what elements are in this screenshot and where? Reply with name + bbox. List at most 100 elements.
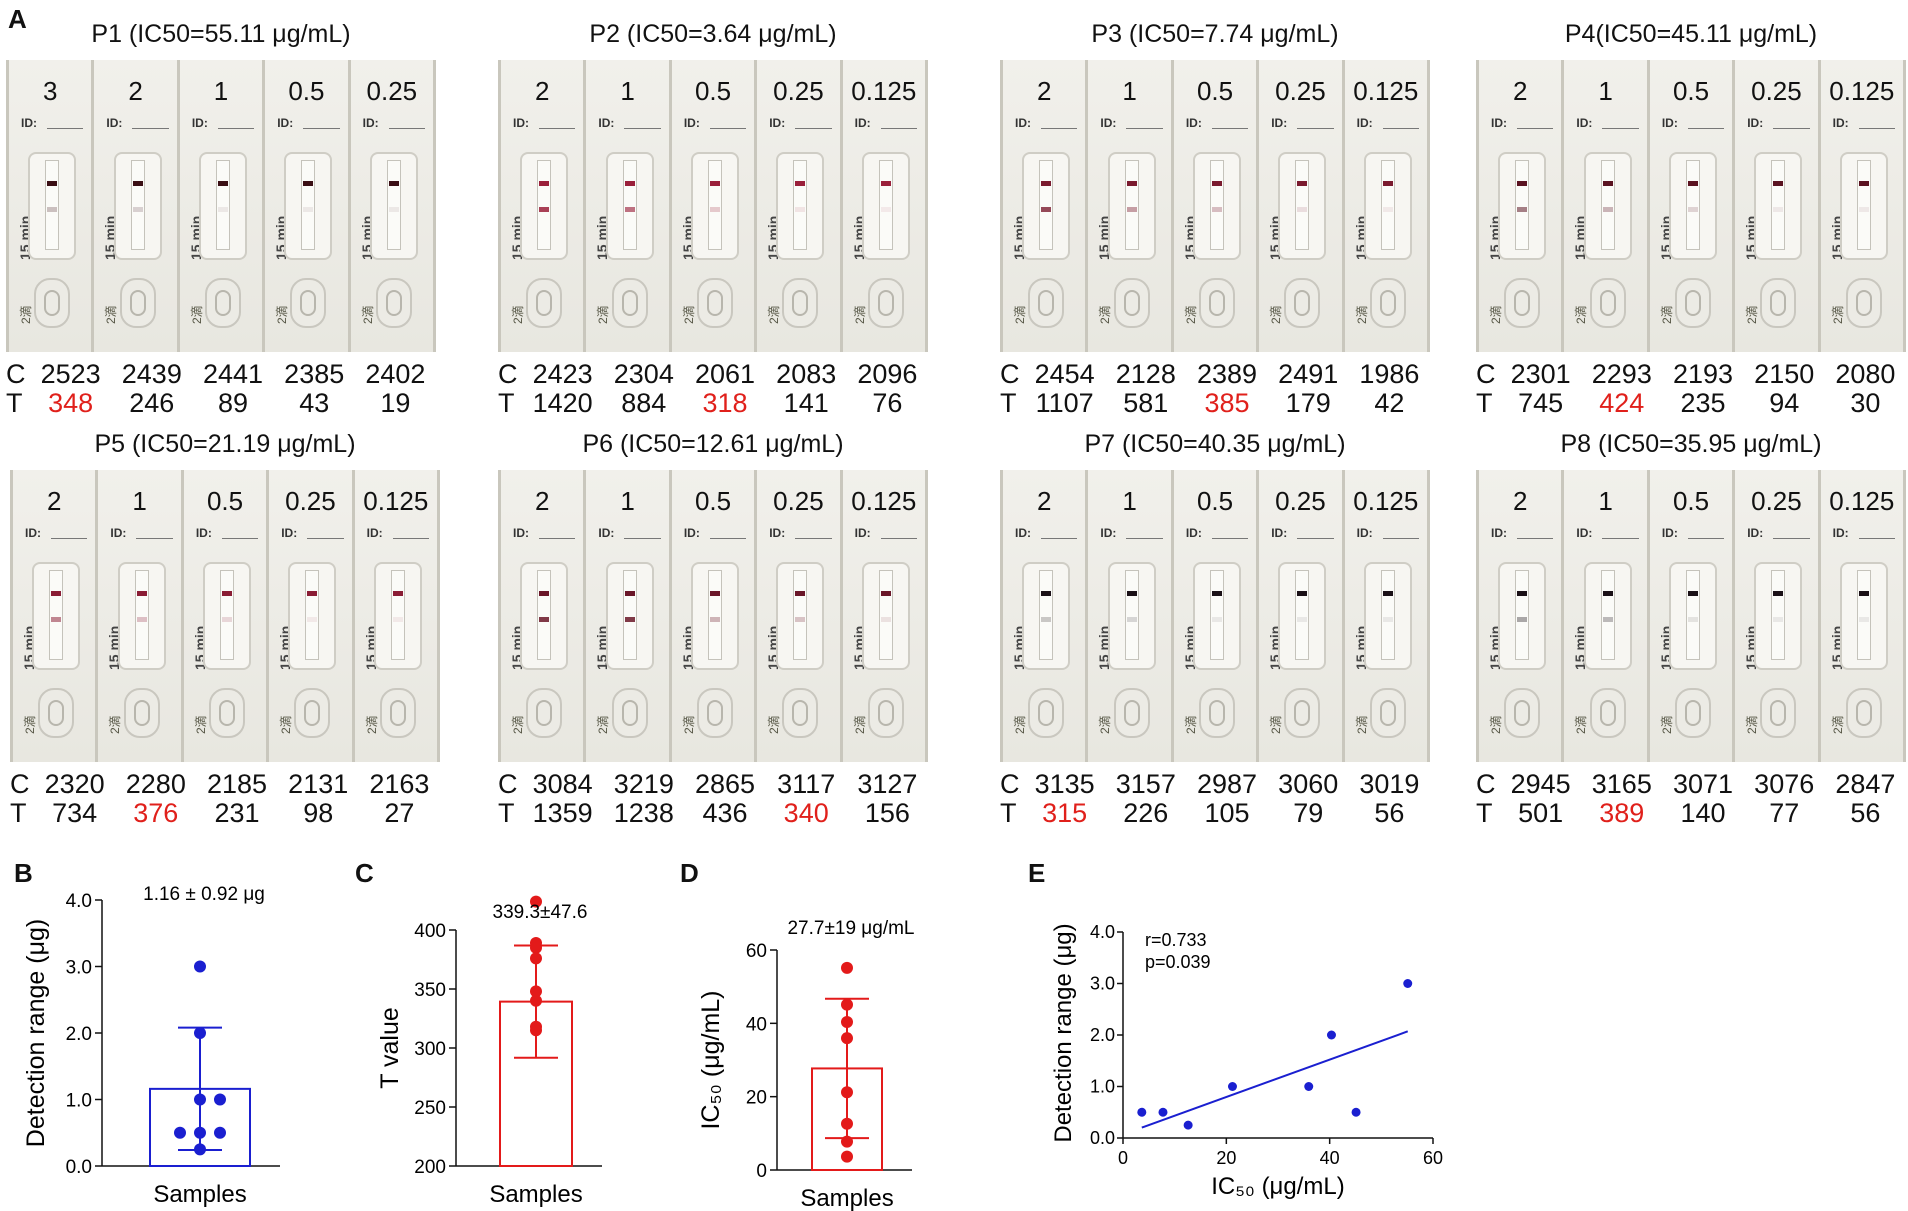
strip-window xyxy=(1515,160,1530,250)
id-label: ID: xyxy=(513,526,529,540)
id-label: ID: xyxy=(1747,116,1764,130)
strip-window xyxy=(537,570,552,660)
test-band xyxy=(47,207,58,212)
control-band xyxy=(1688,181,1699,186)
id-line xyxy=(388,128,426,129)
c-value: 1986 xyxy=(1359,359,1420,389)
t-value: 1420 xyxy=(532,388,593,418)
t-value: 94 xyxy=(1769,388,1800,418)
control-band xyxy=(1212,181,1223,186)
drops-label: 2滴 xyxy=(511,305,525,324)
strip-window xyxy=(130,160,145,250)
drops-label: 2滴 xyxy=(1354,305,1369,324)
id-line xyxy=(392,538,430,539)
c-value: 2402 xyxy=(365,359,426,389)
drops-label: 2滴 xyxy=(364,715,379,734)
id-line xyxy=(1297,128,1334,129)
id-line xyxy=(539,538,576,539)
value-table: C 2523 2439 2441 2385 2402 T 348 246 89 43 19 xyxy=(6,360,436,418)
row-label: C xyxy=(1476,769,1496,799)
id-label: ID: xyxy=(1271,526,1288,540)
c-value: 3165 xyxy=(1591,769,1652,799)
c-value: 2080 xyxy=(1835,359,1896,389)
test-strip: 0.125 ID: 15 min 2滴 xyxy=(1820,60,1904,352)
result-window xyxy=(199,152,248,260)
t-value: 745 xyxy=(1518,388,1564,418)
value-row-c: C 2301 2293 2193 2150 2080 xyxy=(1476,360,1906,389)
concentration-label: 1 xyxy=(1122,486,1137,516)
x-tick-label: 40 xyxy=(1320,1148,1340,1168)
concentration-label: 0.25 xyxy=(773,76,824,106)
drops-label: 2滴 xyxy=(193,715,208,734)
test-band xyxy=(1297,207,1308,212)
strip-photo: 2 ID: 15 min 2滴 1 ID: 15 min xyxy=(1000,470,1430,762)
strip-window xyxy=(220,570,235,660)
group-title: P1 (IC50=55.11 μg/mL) xyxy=(91,20,351,48)
control-band xyxy=(1382,181,1393,186)
test-band xyxy=(1041,617,1052,622)
test-strip: 1 ID: 15 min 2滴 xyxy=(179,60,263,352)
annotation: p=0.039 xyxy=(1145,952,1211,972)
test-band xyxy=(1297,617,1308,622)
test-strip: 1 ID: 15 min 2滴 xyxy=(1088,470,1171,762)
drops-label: 2滴 xyxy=(1489,305,1503,324)
test-band xyxy=(307,617,318,622)
c-value: 2441 xyxy=(202,359,264,389)
sample-well-inner xyxy=(1685,700,1702,726)
c-value: 2439 xyxy=(121,359,182,389)
value-row-c: C 2454 2128 2389 2491 1986 xyxy=(1000,360,1430,389)
result-window xyxy=(1363,152,1412,260)
sample-well-inner xyxy=(215,290,232,316)
strip-window xyxy=(708,570,723,660)
group-title: P5 (IC50=21.19 μg/mL) xyxy=(94,430,356,458)
x-axis-label: Samples xyxy=(800,1185,893,1211)
concentration-label: 0.5 xyxy=(694,76,732,106)
t-value: 43 xyxy=(299,388,330,418)
id-line xyxy=(1858,538,1896,539)
data-point xyxy=(214,1093,226,1106)
control-band xyxy=(136,591,147,596)
t-value: 1359 xyxy=(532,798,593,828)
strip-window xyxy=(301,160,316,250)
id-line xyxy=(47,128,84,129)
strip-window xyxy=(878,570,893,660)
id-line xyxy=(880,128,918,129)
strip-window xyxy=(1771,160,1786,250)
id-label: ID: xyxy=(366,526,383,540)
t-value: 56 xyxy=(1850,798,1881,828)
t-value: 501 xyxy=(1518,798,1564,828)
sample-well xyxy=(867,688,904,738)
concentration-label: 0.5 xyxy=(206,486,244,516)
test-band xyxy=(539,207,550,212)
concentration-label: 0.125 xyxy=(363,486,429,516)
row-label: C xyxy=(6,359,26,389)
concentration-label: 0.125 xyxy=(1829,486,1895,516)
id-line xyxy=(1858,128,1896,129)
strip-window xyxy=(1039,570,1054,660)
data-point xyxy=(194,1027,206,1039)
id-label: ID: xyxy=(854,526,871,540)
value-row-t: T 348 246 89 43 19 xyxy=(6,389,436,418)
id-label: ID: xyxy=(106,116,123,130)
row-label: T xyxy=(1476,798,1493,828)
t-value: 436 xyxy=(702,798,748,828)
strip-window xyxy=(305,570,320,660)
control-band xyxy=(1858,181,1869,186)
data-point xyxy=(530,936,542,949)
sample-well-inner xyxy=(1599,290,1616,316)
id-label: ID: xyxy=(1491,116,1507,130)
test-band xyxy=(1773,617,1784,622)
data-point xyxy=(530,1024,542,1037)
control-band xyxy=(47,181,58,186)
result-window xyxy=(28,152,77,260)
row-label: C xyxy=(1000,769,1020,799)
test-strip: 0.25 ID: 15 min 2滴 xyxy=(1259,60,1342,352)
id-label: ID: xyxy=(513,116,529,130)
sample-well xyxy=(34,278,71,328)
strip-window xyxy=(134,570,149,660)
result-window xyxy=(1107,562,1156,670)
drops-label: 2滴 xyxy=(23,715,37,734)
y-tick-label: 40 xyxy=(746,1014,767,1035)
result-window xyxy=(1498,562,1547,670)
id-label: ID: xyxy=(1576,116,1593,130)
